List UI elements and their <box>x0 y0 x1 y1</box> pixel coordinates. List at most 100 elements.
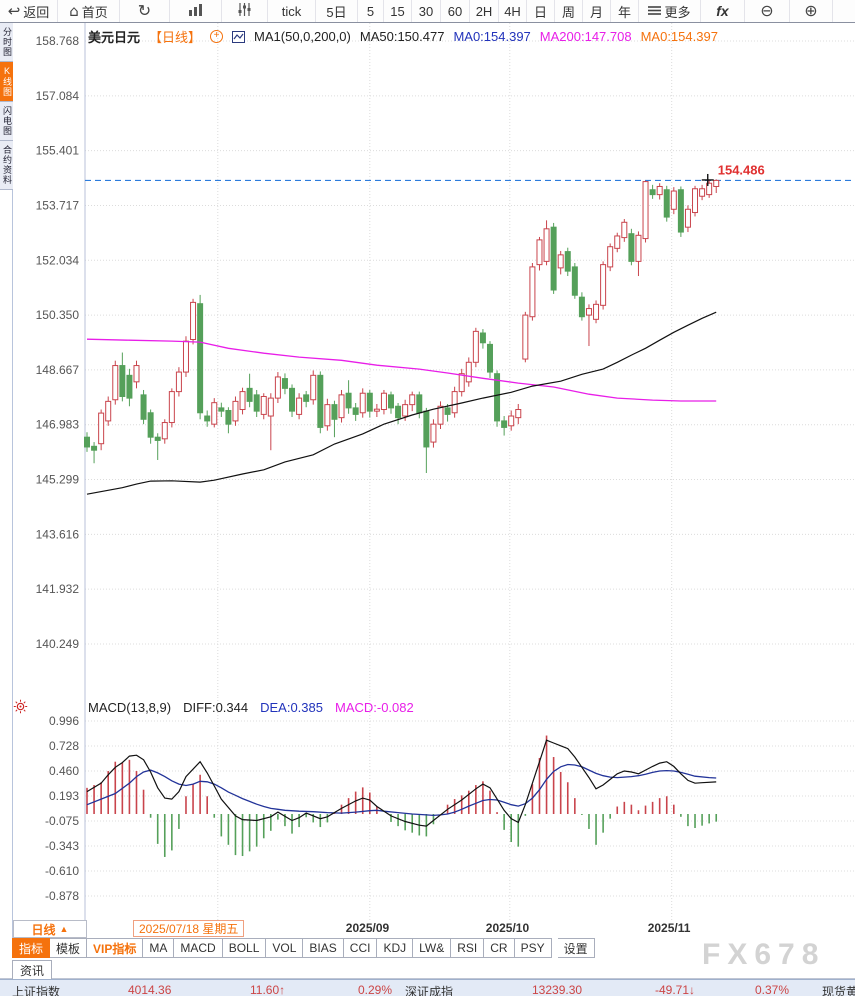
toolbar-item-label: 2H <box>475 3 493 19</box>
toolbar-item-label: 返回 <box>23 4 50 20</box>
indicator-tab-MACD[interactable]: MACD <box>174 938 223 958</box>
toolbar-item-label: 15 <box>390 3 405 19</box>
ma-settings-label: MA1(50,0,200,0) <box>254 29 351 44</box>
add-indicator-icon[interactable]: + <box>210 30 224 43</box>
toolbar-item-年[interactable]: 年 <box>611 0 639 22</box>
ma200-line <box>86 338 717 402</box>
toolbar-item-周[interactable]: 周 <box>555 0 583 22</box>
toolbar-item-首页[interactable]: ⌂ 首页 <box>58 0 120 22</box>
indicator-tab-PSY[interactable]: PSY <box>514 938 552 958</box>
price-axis-label: 155.401 <box>36 144 80 158</box>
ticker-value: 4014.36 <box>128 983 172 996</box>
tab-news[interactable]: 资讯 <box>12 960 52 979</box>
ticker-value: 13239.30 <box>532 983 583 996</box>
sidebar-tab-闪电图[interactable]: 闪电图 <box>0 102 13 141</box>
toolbar-item-bar-chart[interactable] <box>170 0 222 22</box>
toolbar-item-返回[interactable]: ↩ 返回 <box>0 0 58 22</box>
date-tooltip: 2025/07/18 星期五 <box>133 920 245 937</box>
price-axis-label: 145.299 <box>36 473 80 487</box>
macd-axis-label: 0.460 <box>49 764 79 778</box>
toolbar-item-label: tick <box>281 3 302 19</box>
refresh-icon: ↻ <box>137 1 152 20</box>
price-axis-label: 153.717 <box>36 198 80 212</box>
indicator-tab-bar: 指标 模板 VIP指标 MA MACD BOLL VOL BIAS CCI KDJ LW& RSI CR… <box>12 938 595 958</box>
toolbar-item-2H[interactable]: 2H <box>470 0 499 22</box>
fx-icon: fx <box>716 3 729 19</box>
sidebar-tab-K线图[interactable]: K线图 <box>0 62 13 102</box>
price-axis-label: 146.983 <box>36 418 80 432</box>
mini-chart-icon[interactable] <box>232 30 246 43</box>
indicator-settings-icon[interactable] <box>13 699 28 719</box>
indicator-tab-CR[interactable]: CR <box>484 938 515 958</box>
sidebar-tab-合约资料[interactable]: 合约资料 <box>0 141 13 190</box>
ma50-line <box>86 311 717 495</box>
toolbar-item-30[interactable]: 30 <box>412 0 441 22</box>
ma50-value: MA50:150.477 <box>359 29 445 44</box>
main-grid <box>85 23 855 697</box>
macd-params-label: MACD(13,8,9) <box>88 700 172 715</box>
main-candlestick-chart[interactable]: 158.768 157.084 155.401 153.717 152.034 150.3… <box>13 23 855 698</box>
indicator-tab-设置[interactable]: 设置 <box>557 938 595 958</box>
crosshair-marker <box>701 173 714 186</box>
sidebar-tab-分时图[interactable]: 分时图 <box>0 23 13 62</box>
sliders-icon <box>237 3 252 19</box>
indicator-tab-KDJ[interactable]: KDJ <box>377 938 414 958</box>
toolbar-item-zoom-out[interactable]: ⊖ <box>745 0 790 22</box>
chevron-up-icon: ▲ <box>59 924 69 934</box>
candles <box>84 179 720 474</box>
x-axis-label: 2025/11 <box>647 921 691 935</box>
macd-hist-value: MACD:-0.082 <box>334 700 414 715</box>
toolbar-item-tick[interactable]: tick <box>268 0 316 22</box>
last-price-label: 154.486 <box>718 162 765 177</box>
news-row: 资讯 <box>0 958 855 979</box>
indicator-tab-指标[interactable]: 指标 <box>12 938 51 958</box>
indicator-tab-模板[interactable]: 模板 <box>50 938 88 958</box>
price-axis-label: 141.932 <box>36 582 80 596</box>
macd-header: MACD(13,8,9) DIFF:0.344 DEA:0.385 MACD:-… <box>88 700 414 715</box>
indicator-tab-MA[interactable]: MA <box>143 938 175 958</box>
macd-axis-label: 0.193 <box>49 789 79 803</box>
back-icon: ↩ <box>7 1 21 20</box>
index-ticker-bar: 上证指数 4014.36 11.60↑ 0.29% 深证成指 13239.30 -49.71… <box>0 979 855 996</box>
toolbar-item-fx[interactable]: fx <box>701 0 745 22</box>
indicator-tab-BIAS[interactable]: BIAS <box>303 938 344 958</box>
toolbar-item-60[interactable]: 60 <box>441 0 470 22</box>
toolbar-item-15[interactable]: 15 <box>384 0 412 22</box>
toolbar-item-label: 首页 <box>81 4 108 20</box>
macd-histogram <box>86 735 718 857</box>
toolbar-item-label: 30 <box>418 3 434 19</box>
indicator-tab-VIP指标[interactable]: VIP指标 <box>87 938 144 958</box>
toolbar-item-更多[interactable]: 更多 <box>639 0 701 22</box>
ticker-pct: 0.37% <box>755 983 790 996</box>
toolbar-item-日[interactable]: 日 <box>527 0 555 22</box>
indicator-tab-RSI[interactable]: RSI <box>451 938 485 958</box>
toolbar-item-label: 月 <box>589 4 603 20</box>
toolbar-item-5[interactable]: 5 <box>358 0 384 22</box>
toolbar-item-zoom-in[interactable]: ⊕ <box>790 0 833 22</box>
ticker-name: 上证指数 <box>12 985 61 996</box>
macd-axis-label: -0.075 <box>45 814 79 828</box>
menu-icon <box>648 4 662 19</box>
toolbar-item-4H[interactable]: 4H <box>499 0 527 22</box>
ma0-slow-value: MA0:154.397 <box>640 29 718 44</box>
toolbar-item-sliders[interactable] <box>222 0 268 22</box>
indicator-tab-LW&[interactable]: LW& <box>413 938 452 958</box>
macd-indicator-chart[interactable]: 0.996 0.728 0.460 0.193 -0.075 -0.343 -0.610 -0… <box>13 697 855 921</box>
toolbar-item-月[interactable]: 月 <box>583 0 611 22</box>
period-selector-button[interactable]: 日线 ▲ <box>13 920 87 938</box>
ticker-pct: 0.29% <box>358 983 393 996</box>
toolbar-item-refresh[interactable]: ↻ <box>120 0 170 22</box>
chart-type-sidebar: 分时图 K线图 闪电图 合约资料 <box>0 23 13 958</box>
toolbar-item-5日[interactable]: 5日 <box>316 0 358 22</box>
ticker-name: 现货黄金 <box>822 985 855 996</box>
price-axis-label: 150.350 <box>36 308 80 322</box>
fx678-watermark: FX678 <box>702 938 826 971</box>
chart-title-bar: 美元日元 【日线】 + MA1(50,0,200,0) MA50:150.477… <box>88 27 718 46</box>
macd-axis-label: 0.996 <box>49 714 79 728</box>
indicator-tab-CCI[interactable]: CCI <box>343 938 378 958</box>
price-axis-label: 157.084 <box>36 89 80 103</box>
toolbar-item-label: 60 <box>447 3 463 19</box>
indicator-tab-BOLL[interactable]: BOLL <box>222 938 267 958</box>
indicator-tab-VOL[interactable]: VOL <box>266 938 304 958</box>
